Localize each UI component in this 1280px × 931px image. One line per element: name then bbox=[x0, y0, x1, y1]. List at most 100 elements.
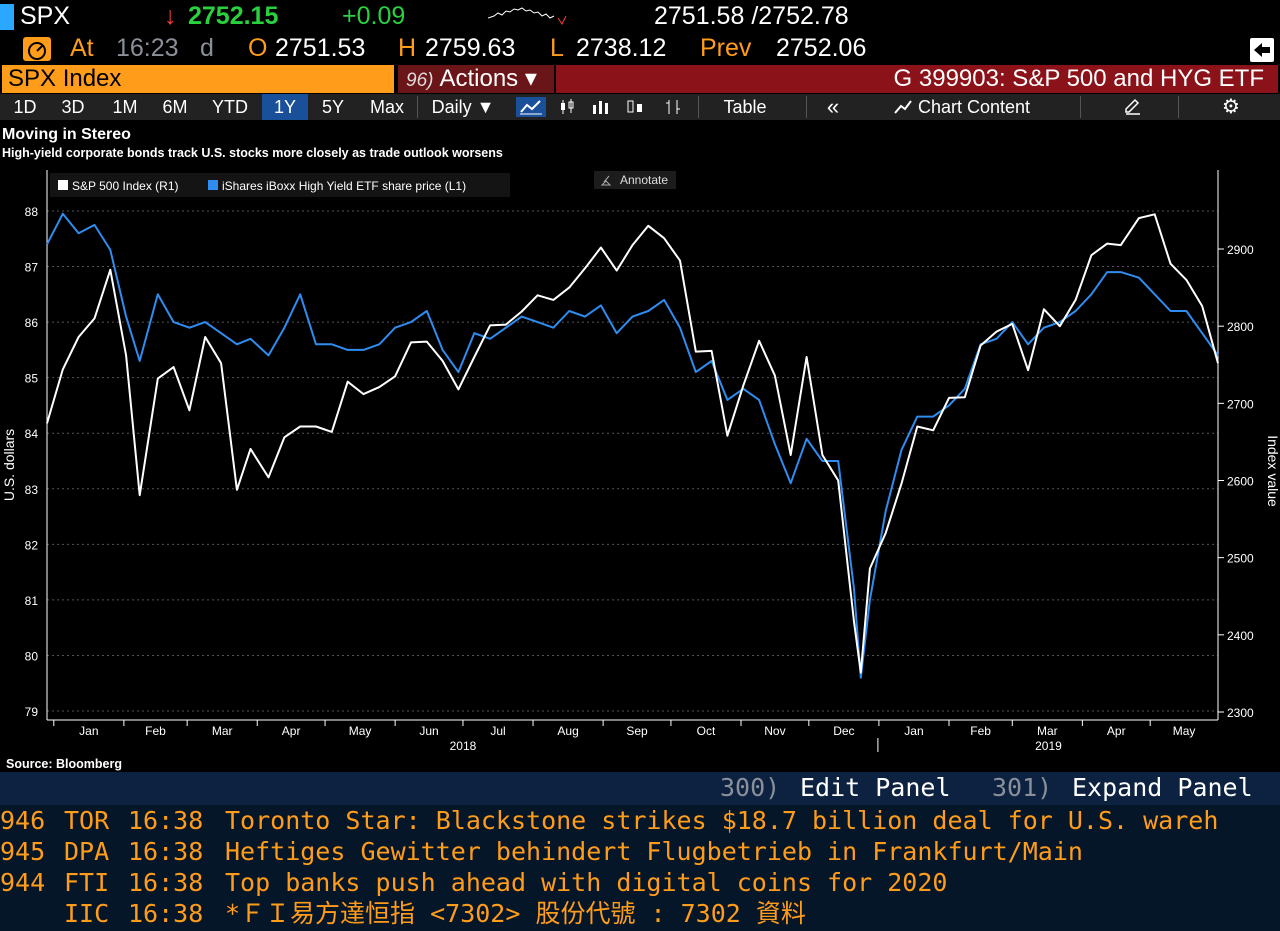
left-tick-label: 84 bbox=[25, 427, 39, 441]
security-name[interactable]: SPX Index bbox=[2, 65, 394, 93]
news-item[interactable]: 946 TOR 16:38 Toronto Star: Blackstone s… bbox=[0, 805, 1280, 836]
month-label: Aug bbox=[557, 724, 578, 738]
left-axis-title: U.S. dollars bbox=[1, 429, 17, 501]
news-headline: Top banks push ahead with digital coins … bbox=[225, 868, 948, 897]
range-button-max[interactable]: Max bbox=[369, 97, 404, 117]
legend-swatch bbox=[58, 180, 68, 190]
chart-content-button[interactable]: Chart Content bbox=[918, 97, 1031, 117]
line-chart-icon[interactable] bbox=[516, 97, 546, 117]
ohlc-bar-icon[interactable] bbox=[662, 97, 684, 117]
news-time: 16:38 bbox=[128, 806, 204, 835]
prev-label: Prev bbox=[700, 34, 752, 62]
left-tick-label: 85 bbox=[25, 372, 39, 386]
legend-box bbox=[50, 173, 510, 197]
news-headline: Heftiges Gewitter behindert Flugbetrieb … bbox=[225, 837, 1083, 866]
arrow-down-icon: ↓ bbox=[164, 2, 177, 30]
right-tick-label: 2300 bbox=[1227, 706, 1254, 720]
right-tick-label: 2500 bbox=[1227, 552, 1254, 566]
range-button-1d[interactable]: 1D bbox=[13, 97, 37, 117]
month-label: Oct bbox=[697, 724, 716, 738]
left-tick-label: 83 bbox=[25, 483, 39, 497]
right-tick-label: 2800 bbox=[1227, 320, 1254, 334]
at-label: At bbox=[70, 34, 94, 62]
bid-ask: 2751.58 /2752.78 bbox=[654, 2, 849, 30]
month-label: Nov bbox=[764, 724, 785, 738]
left-tick-label: 80 bbox=[25, 649, 39, 663]
graph-title: G 399903: S&P 500 and HYG ETF bbox=[556, 65, 1278, 93]
left-tick-label: 87 bbox=[25, 261, 39, 275]
chart-title: Moving in Stereo bbox=[2, 126, 131, 143]
month-label: May bbox=[349, 724, 372, 738]
news-item[interactable]: IIC 16:38 *ＦＩ易方達恒指 <7302> 股份代號 : 7302 資料 bbox=[0, 898, 1280, 931]
time-suffix: d bbox=[200, 34, 214, 62]
news-item[interactable]: 944 FTI 16:38 Top banks push ahead with … bbox=[0, 867, 1280, 898]
frequency-dropdown[interactable]: Daily ▼ bbox=[431, 97, 495, 117]
range-button-ytd[interactable]: YTD bbox=[212, 97, 248, 117]
gear-icon[interactable]: ⚙ bbox=[1222, 96, 1240, 118]
security-bar: SPX Index 96) Actions ▾ G 399903: S&P 500… bbox=[0, 64, 1280, 94]
toolbar-divider bbox=[417, 96, 418, 118]
right-tick-label: 2700 bbox=[1227, 397, 1254, 411]
edit-panel-button[interactable]: Edit Panel bbox=[800, 773, 951, 802]
news-id: 946 bbox=[0, 806, 46, 835]
range-button-5y[interactable]: 5Y bbox=[321, 97, 345, 117]
range-button-3d[interactable]: 3D bbox=[61, 97, 85, 117]
month-label: Dec bbox=[833, 724, 854, 738]
right-tick-label: 2900 bbox=[1227, 243, 1254, 257]
month-label: Mar bbox=[212, 724, 233, 738]
actions-menu[interactable]: 96) Actions ▾ bbox=[398, 65, 554, 93]
stats-bar: At 16:23 d O 2751.53 H 2759.63 L 2738.12… bbox=[0, 34, 1280, 64]
month-label: Jul bbox=[490, 724, 505, 738]
gauge-icon bbox=[23, 37, 51, 61]
quote-bar: SPX ↓ 2752.15 +0.09 2751.58 /2752.78 bbox=[0, 0, 1280, 34]
right-tick-label: 2600 bbox=[1227, 475, 1254, 489]
news-source: FTI bbox=[64, 868, 110, 897]
month-label: Feb bbox=[970, 724, 991, 738]
news-headline: *ＦＩ易方達恒指 <7302> 股份代號 : 7302 資料 bbox=[225, 899, 806, 928]
edit-panel-number: 300) bbox=[720, 773, 781, 802]
chart-source: Source: Bloomberg bbox=[6, 757, 122, 771]
low-value: 2738.12 bbox=[576, 34, 667, 62]
range-button-1m[interactable]: 1M bbox=[112, 97, 138, 117]
hyg-series-line bbox=[46, 212, 1219, 679]
left-tick-label: 81 bbox=[25, 594, 39, 608]
hollow-candle-icon[interactable] bbox=[624, 97, 646, 117]
news-item[interactable]: 945 DPA 16:38 Heftiges Gewitter behinder… bbox=[0, 836, 1280, 867]
low-label: L bbox=[550, 34, 564, 62]
high-label: H bbox=[398, 34, 417, 62]
month-label: Apr bbox=[1107, 724, 1126, 738]
news-headline: Toronto Star: Blackstone strikes $18.7 b… bbox=[225, 806, 1219, 835]
toolbar-divider bbox=[698, 96, 699, 118]
left-tick-label: 86 bbox=[25, 316, 39, 330]
open-label: O bbox=[248, 34, 268, 62]
legend-swatch bbox=[208, 180, 218, 190]
ticker-symbol[interactable]: SPX bbox=[20, 2, 71, 30]
year-label: 2018 bbox=[450, 739, 477, 753]
net-change: +0.09 bbox=[342, 2, 406, 30]
month-label: Jun bbox=[419, 724, 438, 738]
collapse-icon[interactable]: « bbox=[826, 94, 840, 119]
actions-number: 96) bbox=[406, 70, 434, 91]
right-tick-label: 2400 bbox=[1227, 629, 1254, 643]
range-button-6m[interactable]: 6M bbox=[162, 97, 188, 117]
news-time: 16:38 bbox=[128, 837, 204, 866]
left-tick-label: 82 bbox=[25, 538, 39, 552]
legend-label: S&P 500 Index (R1) bbox=[72, 179, 179, 193]
month-label: Sep bbox=[626, 724, 648, 738]
chart-series bbox=[46, 212, 1219, 679]
edit-icon[interactable] bbox=[1122, 97, 1144, 117]
news-source: TOR bbox=[64, 806, 110, 835]
expand-panel-button[interactable]: Expand Panel bbox=[1072, 773, 1253, 802]
line-chart: 79 80 81 82 83 84 85 86 87 88 2300 2400 2500 2600 2700… bbox=[1, 170, 1280, 753]
table-button[interactable]: Table bbox=[723, 97, 767, 117]
exit-icon[interactable] bbox=[1250, 38, 1274, 62]
month-label: Feb bbox=[145, 724, 166, 738]
chart-grid bbox=[47, 210, 1218, 712]
left-tick-label: 79 bbox=[25, 705, 39, 719]
candlestick-icon[interactable] bbox=[556, 97, 578, 117]
range-button-1y[interactable]: 1Y bbox=[262, 94, 308, 120]
month-label: May bbox=[1173, 724, 1196, 738]
bar-chart-icon[interactable] bbox=[590, 97, 612, 117]
annotate-label: Annotate bbox=[620, 173, 668, 187]
open-value: 2751.53 bbox=[275, 34, 366, 62]
